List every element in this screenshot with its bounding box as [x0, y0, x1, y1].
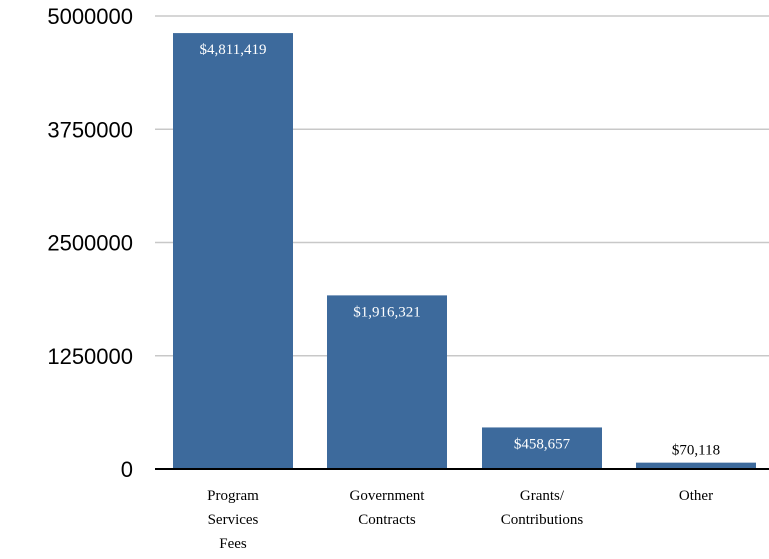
x-tick-label: Government [350, 488, 426, 504]
bar [327, 295, 447, 469]
data-label: $70,118 [672, 443, 720, 459]
y-tick-label: 1250000 [47, 344, 133, 369]
y-tick-label: 5000000 [47, 4, 133, 29]
bar [173, 33, 293, 469]
bar [636, 462, 756, 469]
x-tick-label: Contributions [501, 512, 584, 528]
bar [482, 427, 602, 469]
x-tick-label: Fees [219, 536, 247, 552]
x-tick-label: Grants/ [520, 488, 565, 504]
y-tick-label: 2500000 [47, 231, 133, 256]
data-label: $4,811,419 [200, 42, 267, 58]
data-label: $1,916,321 [353, 304, 421, 320]
x-tick-label: Program [207, 488, 259, 504]
y-tick-label: 3750000 [47, 117, 133, 142]
x-tick-label: Services [208, 512, 259, 528]
x-tick-label: Other [679, 488, 713, 504]
data-label: $458,657 [514, 436, 571, 452]
y-tick-label: 0 [121, 457, 133, 482]
x-tick-label: Contracts [358, 512, 416, 528]
